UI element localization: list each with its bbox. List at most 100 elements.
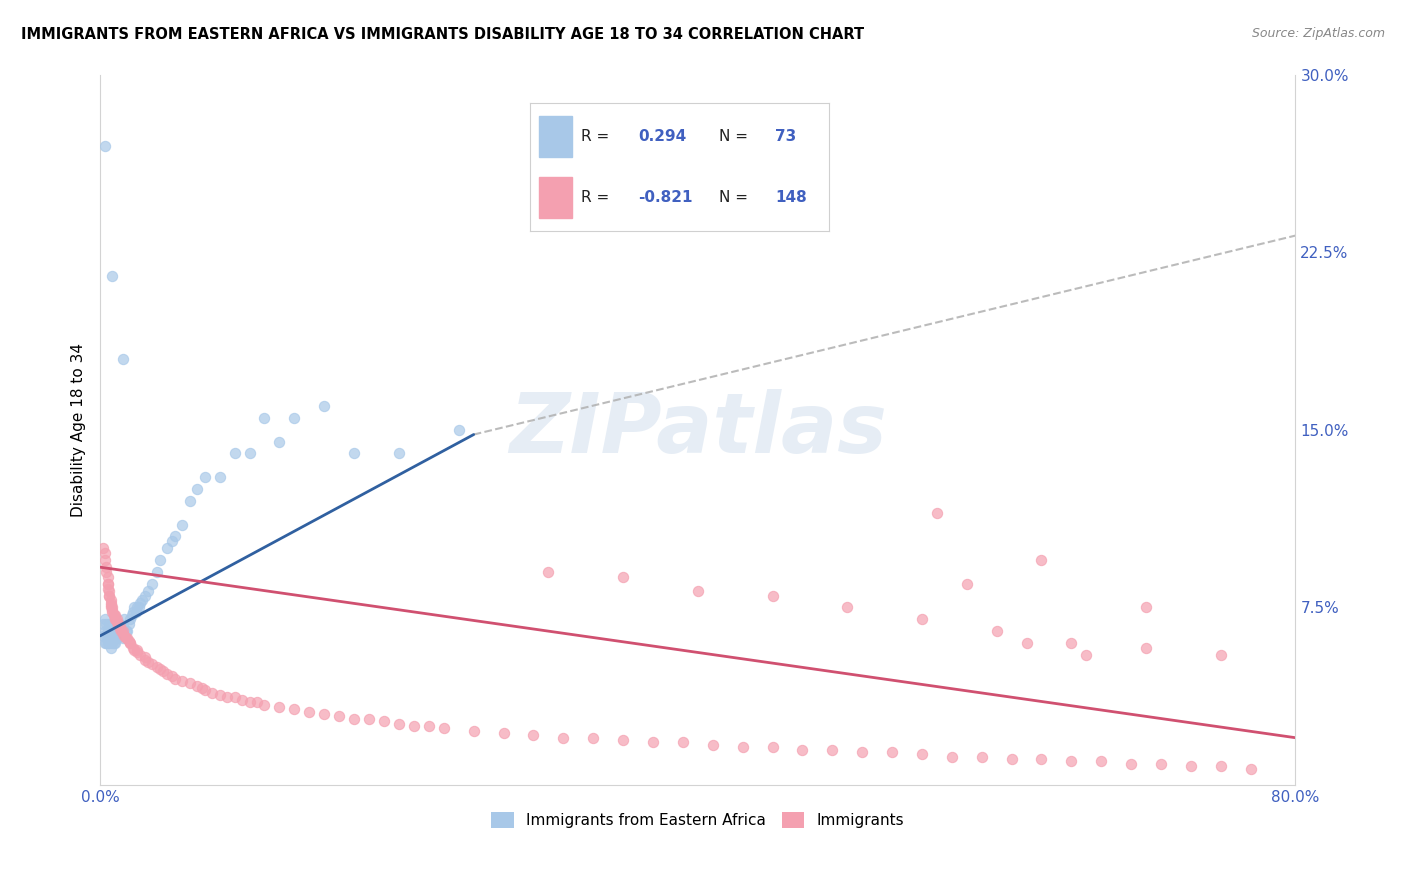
Point bbox=[1031, 752, 1053, 766]
Point bbox=[111, 351, 134, 366]
Point bbox=[121, 607, 143, 622]
Point bbox=[194, 683, 217, 698]
Point bbox=[156, 666, 179, 681]
Point bbox=[108, 619, 131, 633]
Point bbox=[160, 669, 183, 683]
Point bbox=[108, 629, 131, 643]
Point bbox=[269, 700, 291, 714]
Point bbox=[208, 688, 231, 702]
Point bbox=[1209, 648, 1232, 662]
Point bbox=[101, 605, 124, 619]
Point bbox=[970, 749, 993, 764]
Point bbox=[127, 645, 149, 659]
Point bbox=[118, 636, 141, 650]
Point bbox=[93, 546, 115, 560]
Point bbox=[100, 598, 122, 612]
Point bbox=[134, 589, 156, 603]
Point bbox=[94, 636, 117, 650]
Point bbox=[91, 629, 114, 643]
Point bbox=[98, 636, 121, 650]
Point bbox=[761, 740, 783, 755]
Point bbox=[107, 617, 129, 632]
Point bbox=[101, 600, 124, 615]
Point bbox=[101, 636, 124, 650]
Point bbox=[761, 589, 783, 603]
Point bbox=[91, 617, 114, 632]
Point bbox=[124, 643, 146, 657]
Point bbox=[122, 640, 145, 655]
Point bbox=[402, 719, 425, 733]
Point bbox=[128, 600, 150, 615]
Point bbox=[1239, 762, 1261, 776]
Point bbox=[117, 633, 139, 648]
Point bbox=[104, 607, 127, 622]
Point bbox=[418, 719, 440, 733]
Point bbox=[114, 632, 136, 646]
Point bbox=[98, 617, 121, 632]
Point bbox=[111, 619, 134, 633]
Point bbox=[98, 629, 121, 643]
Point bbox=[298, 705, 321, 719]
Point bbox=[388, 716, 411, 731]
Point bbox=[686, 583, 709, 598]
Point bbox=[101, 629, 124, 643]
Point bbox=[447, 423, 470, 437]
Legend: Immigrants from Eastern Africa, Immigrants: Immigrants from Eastern Africa, Immigran… bbox=[485, 806, 911, 834]
Point bbox=[93, 636, 115, 650]
Point bbox=[231, 693, 253, 707]
Point bbox=[127, 643, 149, 657]
Point bbox=[941, 749, 963, 764]
Point bbox=[238, 695, 260, 709]
Point bbox=[190, 681, 212, 695]
Point bbox=[1119, 756, 1142, 771]
Point bbox=[612, 733, 634, 747]
Point bbox=[129, 648, 152, 662]
Point bbox=[111, 626, 134, 640]
Point bbox=[186, 482, 208, 496]
Point bbox=[208, 470, 231, 484]
Point bbox=[97, 576, 120, 591]
Point bbox=[149, 662, 172, 676]
Point bbox=[103, 636, 125, 650]
Point bbox=[111, 624, 134, 639]
Point bbox=[115, 624, 138, 639]
Point bbox=[93, 612, 115, 626]
Point bbox=[314, 706, 336, 721]
Point bbox=[163, 529, 186, 543]
Point bbox=[105, 615, 128, 629]
Point bbox=[146, 659, 169, 673]
Point bbox=[1060, 755, 1083, 769]
Point bbox=[911, 612, 934, 626]
Point bbox=[115, 632, 138, 646]
Point bbox=[224, 690, 246, 705]
Point bbox=[97, 576, 120, 591]
Point bbox=[1150, 756, 1173, 771]
Point bbox=[136, 583, 159, 598]
Text: Source: ZipAtlas.com: Source: ZipAtlas.com bbox=[1251, 27, 1385, 40]
Point bbox=[537, 565, 560, 579]
Point bbox=[131, 593, 153, 607]
Point bbox=[108, 622, 131, 636]
Point bbox=[179, 494, 201, 508]
Point bbox=[141, 576, 163, 591]
Point bbox=[463, 723, 485, 738]
Point bbox=[269, 434, 291, 449]
Point bbox=[731, 740, 754, 755]
Point bbox=[194, 470, 217, 484]
Point bbox=[152, 665, 174, 679]
Point bbox=[246, 695, 269, 709]
Point bbox=[129, 596, 152, 610]
Point bbox=[105, 632, 128, 646]
Point bbox=[1031, 553, 1053, 567]
Point bbox=[110, 624, 132, 639]
Point bbox=[612, 569, 634, 583]
Point bbox=[179, 676, 201, 690]
Point bbox=[105, 612, 128, 626]
Point bbox=[98, 589, 121, 603]
Point bbox=[112, 629, 135, 643]
Point bbox=[792, 742, 814, 756]
Point bbox=[100, 640, 122, 655]
Point bbox=[156, 541, 179, 556]
Point bbox=[100, 619, 122, 633]
Point bbox=[93, 624, 115, 639]
